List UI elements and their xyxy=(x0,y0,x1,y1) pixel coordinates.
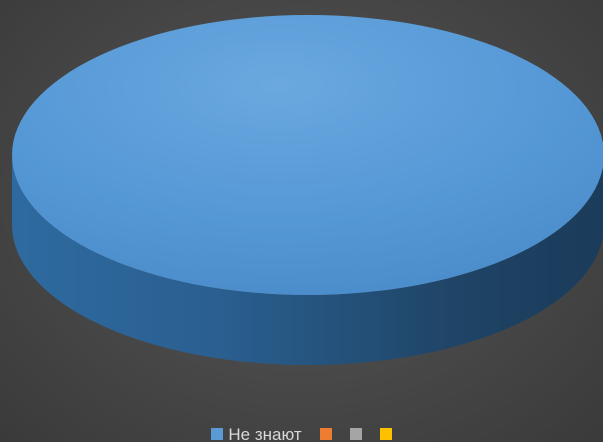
legend-label-0: Не знают xyxy=(228,424,302,442)
legend-item-3 xyxy=(379,428,392,440)
pie-slice-side xyxy=(12,155,603,365)
legend-swatch-1 xyxy=(319,428,332,440)
legend-swatch-3 xyxy=(379,428,392,440)
legend-swatch-2 xyxy=(349,428,362,440)
legend-item-0: Не знают xyxy=(211,424,302,442)
legend-item-2 xyxy=(349,428,362,440)
legend-item-1 xyxy=(319,428,332,440)
pie-slice-0 xyxy=(12,15,603,295)
legend-swatch-0 xyxy=(211,428,224,440)
chart-legend: Не знают xyxy=(0,424,603,442)
